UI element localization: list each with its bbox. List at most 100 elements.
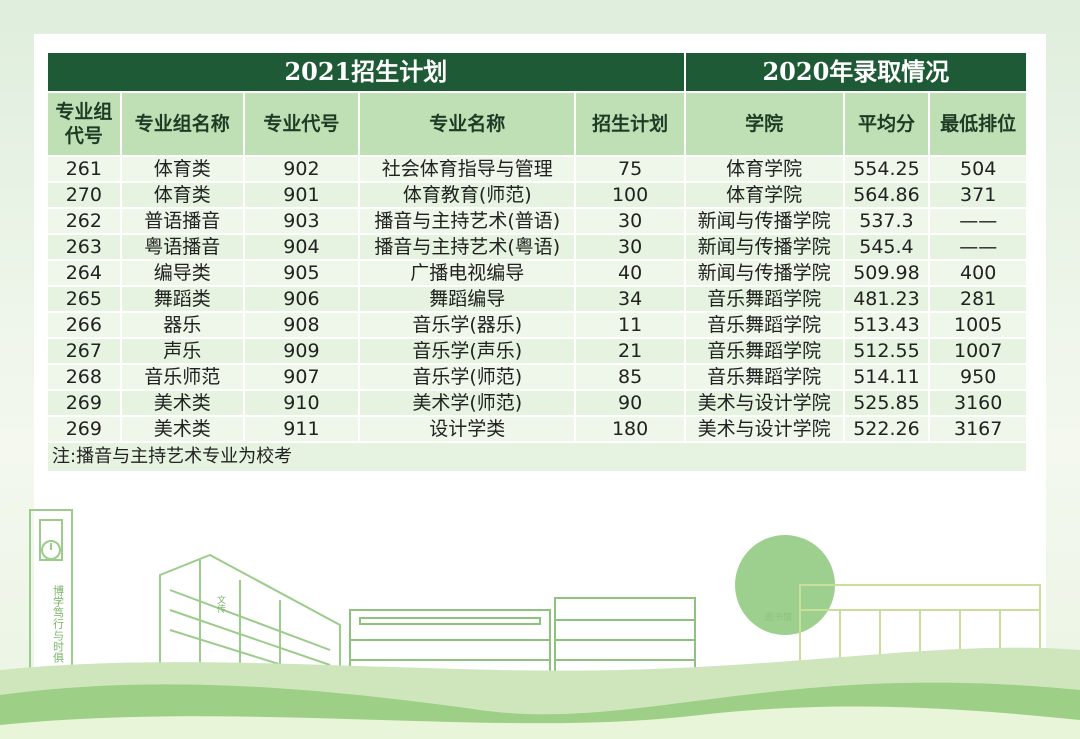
table-cell: 音乐舞蹈学院 [685,287,843,311]
table-cell: 体育类 [121,183,243,207]
library-sign: 图书馆 [765,611,792,623]
table-cell: 545.4 [844,235,929,259]
table-cell: 269 [48,391,120,415]
table-cell: 554.25 [844,157,929,181]
table-row: 261 体育类 902 社会体育指导与管理 75 体育学院 554.25 504 [48,157,1026,181]
table-cell: 261 [48,157,120,181]
table-cell: 564.86 [844,183,929,207]
column-header: 专业组名称 [121,93,243,155]
table-cell: 体育教育(师范) [360,183,575,207]
table-cell: 器乐 [121,313,243,337]
table-cell: 3160 [930,391,1026,415]
table-cell: 音乐学(器乐) [360,313,575,337]
table-cell: 40 [576,261,684,285]
table-cell: 30 [576,235,684,259]
table-cell: 美术与设计学院 [685,417,843,441]
table-cell: 美术与设计学院 [685,391,843,415]
table-cell: 1005 [930,313,1026,337]
table-cell: 904 [244,235,359,259]
table-row: 265 舞蹈类 906 舞蹈编导 34 音乐舞蹈学院 481.23 281 [48,287,1026,311]
table-cell: 525.85 [844,391,929,415]
table-cell: 910 [244,391,359,415]
table-cell: 514.11 [844,365,929,389]
column-header: 最低排位 [930,93,1026,155]
plan-title: 2021招生计划 [48,53,684,91]
table-cell: 908 [244,313,359,337]
table-cell: 265 [48,287,120,311]
table-cell: 音乐学(师范) [360,365,575,389]
table-cell: 新闻与传播学院 [685,235,843,259]
table-cell: 舞蹈编导 [360,287,575,311]
table-cell: 1007 [930,339,1026,363]
table-cell: 509.98 [844,261,929,285]
campus-scene-illustration: 博学笃行 与时俱 文传 图书馆 [0,509,1080,739]
table-cell: 美术类 [121,417,243,441]
table-note: 注:播音与主持艺术专业为校考 [48,443,1026,471]
column-header: 专业组代号 [48,93,120,155]
table-cell: 481.23 [844,287,929,311]
table-cell: 粤语播音 [121,235,243,259]
table-cell: 267 [48,339,120,363]
table-row: 270 体育类 901 体育教育(师范) 100 体育学院 564.86 371 [48,183,1026,207]
table-cell: 11 [576,313,684,337]
table-row: 264 编导类 905 广播电视编导 40 新闻与传播学院 509.98 400 [48,261,1026,285]
column-header: 专业代号 [244,93,359,155]
table-cell: 903 [244,209,359,233]
table-cell: 905 [244,261,359,285]
table-cell: 美术学(师范) [360,391,575,415]
table-row: 262 普语播音 903 播音与主持艺术(普语) 30 新闻与传播学院 537.3 —— [48,209,1026,233]
table-cell: —— [930,235,1026,259]
table-cell: 体育类 [121,157,243,181]
table-cell: 美术类 [121,391,243,415]
table-cell: 90 [576,391,684,415]
table-cell: 设计学类 [360,417,575,441]
table-row: 263 粤语播音 904 播音与主持艺术(粤语) 30 新闻与传播学院 545.4 —— [48,235,1026,259]
table-row: 266 器乐 908 音乐学(器乐) 11 音乐舞蹈学院 513.43 1005 [48,313,1026,337]
table-cell: 音乐舞蹈学院 [685,365,843,389]
table-cell: 902 [244,157,359,181]
admission-title: 2020年录取情况 [685,53,1026,91]
table-row: 269 美术类 911 设计学类 180 美术与设计学院 522.26 3167 [48,417,1026,441]
table-cell: 广播电视编导 [360,261,575,285]
table-cell: 编导类 [121,261,243,285]
table-cell: 901 [244,183,359,207]
table-cell: 906 [244,287,359,311]
table-cell: 85 [576,365,684,389]
table-cell: 音乐学(声乐) [360,339,575,363]
table-cell: 体育学院 [685,157,843,181]
table-cell: 播音与主持艺术(普语) [360,209,575,233]
table-cell: 269 [48,417,120,441]
column-header: 平均分 [844,93,929,155]
table-row: 269 美术类 910 美术学(师范) 90 美术与设计学院 525.85 3160 [48,391,1026,415]
tower-inscription-2: 与时俱 [52,630,65,664]
table-cell: —— [930,209,1026,233]
table-cell: 400 [930,261,1026,285]
table-cell: 264 [48,261,120,285]
table-row: 267 声乐 909 音乐学(声乐) 21 音乐舞蹈学院 512.55 1007 [48,339,1026,363]
table-cell: 512.55 [844,339,929,363]
table-row: 268 音乐师范 907 音乐学(师范) 85 音乐舞蹈学院 514.11 950 [48,365,1026,389]
tower-inscription: 博学笃行 [52,585,65,630]
table-cell: 268 [48,365,120,389]
table-cell: 社会体育指导与管理 [360,157,575,181]
hill-front [0,706,1080,739]
table-cell: 513.43 [844,313,929,337]
table-cell: 音乐舞蹈学院 [685,339,843,363]
table-cell: 体育学院 [685,183,843,207]
table-cell: 音乐舞蹈学院 [685,313,843,337]
table-cell: 266 [48,313,120,337]
table-cell: 音乐师范 [121,365,243,389]
table-cell: 30 [576,209,684,233]
table-cell: 909 [244,339,359,363]
table-cell: 537.3 [844,209,929,233]
table-cell: 新闻与传播学院 [685,261,843,285]
table-cell: 281 [930,287,1026,311]
table-cell: 371 [930,183,1026,207]
table-cell: 100 [576,183,684,207]
table-cell: 播音与主持艺术(粤语) [360,235,575,259]
table-cell: 911 [244,417,359,441]
admission-table: 2021招生计划 2020年录取情况 专业组代号 专业组名称 专业代号 专业名称 招生计… [46,51,1028,473]
table-cell: 34 [576,287,684,311]
table-cell: 180 [576,417,684,441]
building-sign: 文传 [215,594,226,614]
